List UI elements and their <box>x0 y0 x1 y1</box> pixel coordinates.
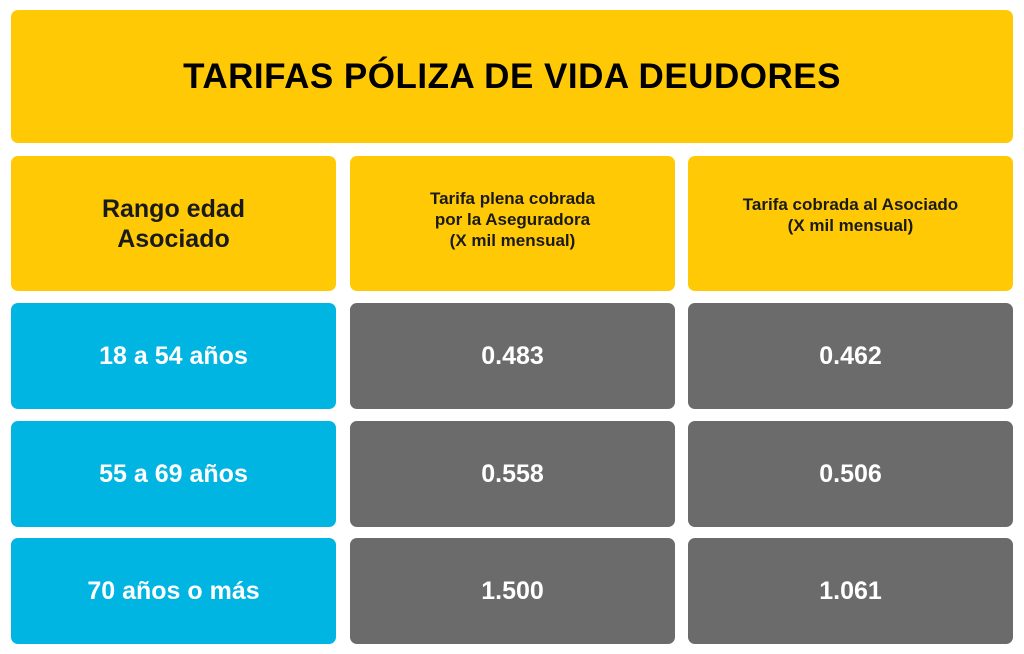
table-row-age: 70 años o más <box>11 538 336 644</box>
member-rate-cell: 1.061 <box>819 576 882 605</box>
header-age-range-line-1: Rango edad <box>101 194 246 223</box>
table-row-full-rate: 0.558 <box>350 421 675 527</box>
table-row-age: 18 a 54 años <box>11 303 336 409</box>
member-rate-cell: 0.506 <box>819 459 882 488</box>
page-title: TARIFAS PÓLIZA DE VIDA DEUDORES <box>11 10 1013 143</box>
member-rate-cell: 0.462 <box>819 341 882 370</box>
header-full-rate-line-2: por la Aseguradora <box>434 210 591 229</box>
header-age-range: Rango edad Asociado <box>11 156 336 291</box>
header-full-rate-line-3: (X mil mensual) <box>449 231 576 250</box>
header-member-rate-line-1: Tarifa cobrada al Asociado <box>742 194 959 214</box>
full-rate-cell: 1.500 <box>481 576 544 605</box>
full-rate-cell: 0.483 <box>481 341 544 370</box>
table-row-member-rate: 1.061 <box>688 538 1013 644</box>
title-text: TARIFAS PÓLIZA DE VIDA DEUDORES <box>183 56 841 96</box>
full-rate-cell: 0.558 <box>481 459 544 488</box>
table-row-full-rate: 0.483 <box>350 303 675 409</box>
header-full-rate-line-1: Tarifa plena cobrada <box>429 189 595 208</box>
table-row-member-rate: 0.506 <box>688 421 1013 527</box>
age-range-cell: 18 a 54 años <box>99 341 248 370</box>
header-member-rate: Tarifa cobrada al Asociado (X mil mensua… <box>688 156 1013 291</box>
table-row-age: 55 a 69 años <box>11 421 336 527</box>
header-full-rate: Tarifa plena cobrada por la Aseguradora … <box>350 156 675 291</box>
table-row-member-rate: 0.462 <box>688 303 1013 409</box>
header-age-range-line-2: Asociado <box>117 224 230 253</box>
table-row-full-rate: 1.500 <box>350 538 675 644</box>
header-member-rate-line-2: (X mil mensual) <box>787 215 914 235</box>
age-range-cell: 70 años o más <box>87 576 260 605</box>
age-range-cell: 55 a 69 años <box>99 459 248 488</box>
